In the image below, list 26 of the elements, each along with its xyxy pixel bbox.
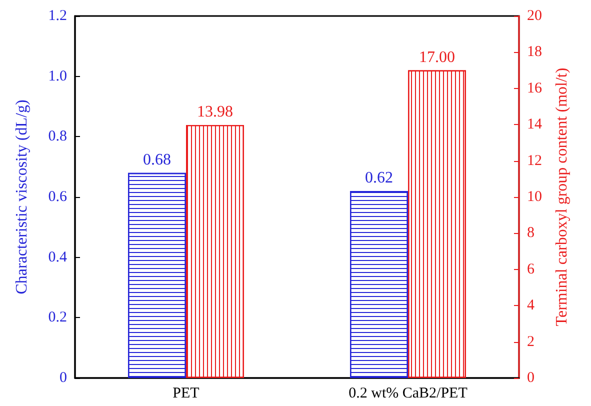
y2-tick-label: 8 bbox=[527, 225, 534, 242]
y2-tick-label: 20 bbox=[527, 8, 542, 24]
y2-tick-label: 16 bbox=[527, 80, 542, 96]
y-axis-title: Characteristic viscosity (dL/g) bbox=[14, 100, 30, 294]
y2-tick-label: 18 bbox=[527, 44, 542, 60]
x-tick-label: 0.2 wt% CaB2/PET bbox=[348, 386, 468, 402]
text: 0.68 bbox=[143, 151, 171, 168]
y2-tick-label: 14 bbox=[527, 116, 542, 133]
y2-tick-label: 12 bbox=[527, 152, 542, 169]
y-tick-label: 0.8 bbox=[48, 128, 67, 145]
y-tick-label: 1.0 bbox=[48, 68, 67, 84]
y-tick-label: 0 bbox=[60, 370, 67, 386]
text: 0.62 bbox=[365, 169, 393, 186]
x-tick-label: PET bbox=[172, 386, 200, 402]
y-tick-label: 1.2 bbox=[48, 8, 67, 24]
y-tick-label: 0.6 bbox=[48, 189, 68, 205]
data-label: 17.00 bbox=[419, 48, 455, 66]
data-label: 13.98 bbox=[197, 103, 233, 120]
y2-tick-label: 4 bbox=[527, 298, 535, 314]
y2-axis-title: Terminal carboxyl group content (mol/t) bbox=[554, 68, 570, 326]
y-tick-label: 0.4 bbox=[48, 249, 68, 266]
y2-tick-label: 0 bbox=[527, 370, 534, 386]
y2-tick-label: 2 bbox=[527, 334, 534, 350]
y2-tick-label: 6 bbox=[527, 261, 535, 278]
y2-tick-label: 10 bbox=[527, 189, 542, 205]
y-tick-label: 0.2 bbox=[48, 310, 67, 326]
